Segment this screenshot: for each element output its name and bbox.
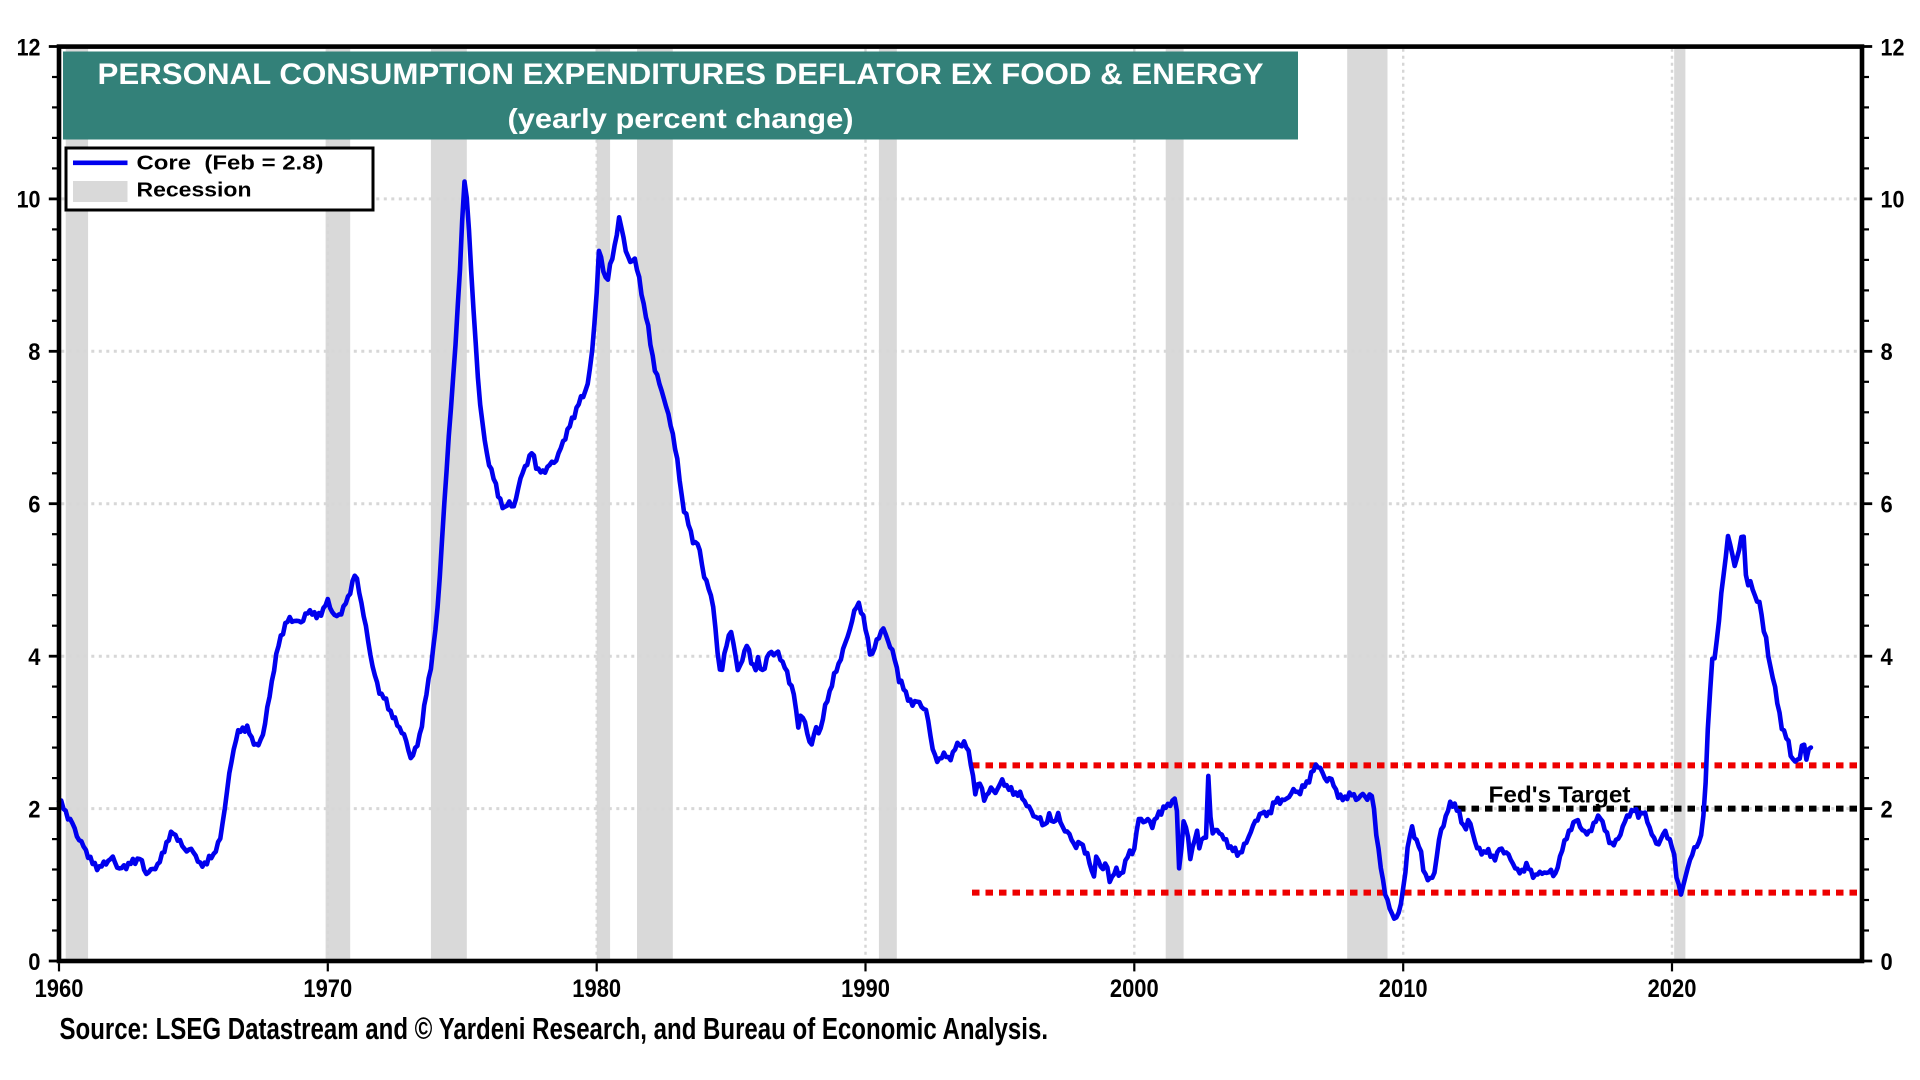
svg-text:10: 10: [1881, 187, 1905, 214]
svg-text:1970: 1970: [303, 975, 352, 1003]
svg-text:8: 8: [1881, 339, 1893, 366]
svg-text:(yearly percent change): (yearly percent change): [508, 103, 854, 134]
svg-text:Recession: Recession: [137, 178, 252, 201]
svg-text:1960: 1960: [35, 975, 84, 1003]
svg-text:12: 12: [1881, 34, 1905, 61]
svg-text:6: 6: [1881, 492, 1893, 519]
svg-text:2010: 2010: [1379, 975, 1428, 1003]
svg-text:6: 6: [28, 492, 40, 519]
svg-text:2: 2: [1881, 796, 1893, 823]
svg-text:12: 12: [17, 34, 41, 61]
svg-text:1980: 1980: [572, 975, 621, 1003]
svg-text:0: 0: [28, 949, 40, 976]
svg-text:10: 10: [17, 187, 41, 214]
svg-text:8: 8: [28, 339, 40, 366]
svg-text:2: 2: [28, 796, 40, 823]
svg-text:PERSONAL CONSUMPTION EXPENDITU: PERSONAL CONSUMPTION EXPENDITURES DEFLAT…: [98, 58, 1264, 91]
svg-text:Core (Feb = 2.8): Core (Feb = 2.8): [137, 152, 324, 175]
svg-text:0: 0: [1881, 949, 1893, 976]
svg-text:Source: LSEG Datastream and ©: Source: LSEG Datastream and © Yardeni Re…: [60, 1011, 1049, 1046]
svg-text:2000: 2000: [1110, 975, 1159, 1003]
svg-text:1990: 1990: [841, 975, 890, 1003]
svg-text:2020: 2020: [1648, 975, 1697, 1003]
svg-text:4: 4: [1881, 644, 1894, 671]
svg-text:4: 4: [28, 644, 41, 671]
svg-text:Fed's Target: Fed's Target: [1489, 782, 1631, 808]
